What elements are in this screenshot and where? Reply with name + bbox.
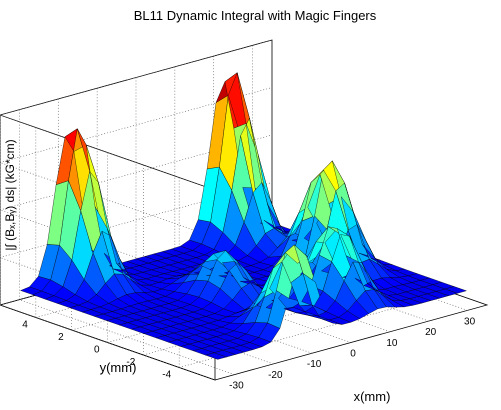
x-axis-label: x(mm) [354,389,391,404]
x-tick-label: -10 [307,359,322,370]
chart-title: BL11 Dynamic Integral with Magic Fingers [134,8,377,23]
y-tick-label: 0 [94,345,100,356]
x-tick-label: -30 [229,381,244,392]
x-tick-label: 10 [386,338,398,349]
y-axis-label: y(mm) [100,360,137,375]
grid-line-z [0,182,273,258]
grid-line-z [0,134,273,211]
grid-line-z [0,114,216,191]
grid-line-z [0,209,216,286]
x-tick-label: 20 [425,327,437,338]
grid-line-z [0,39,273,116]
grid-line-x [19,299,235,375]
surface-plot [20,72,467,360]
grid-line-z [0,87,273,163]
y-tick-label: 4 [22,320,28,331]
x-tick-label: 30 [464,316,476,327]
y-tick-label: -4 [162,370,171,381]
surface-patch [444,286,467,294]
x-tick-label: -20 [268,370,283,381]
z-axis-label: |∫ (Bₓ,Bᵧ) ds| (kG*cm) [3,139,17,250]
x-tick-label: 0 [350,349,356,360]
grid-line-z [0,304,216,381]
grid-line-z [0,257,216,333]
grid-line-z [0,162,216,238]
y-tick-label: 2 [58,332,64,343]
grid-line-y [179,292,452,368]
y-tick-label: -2 [126,357,135,368]
